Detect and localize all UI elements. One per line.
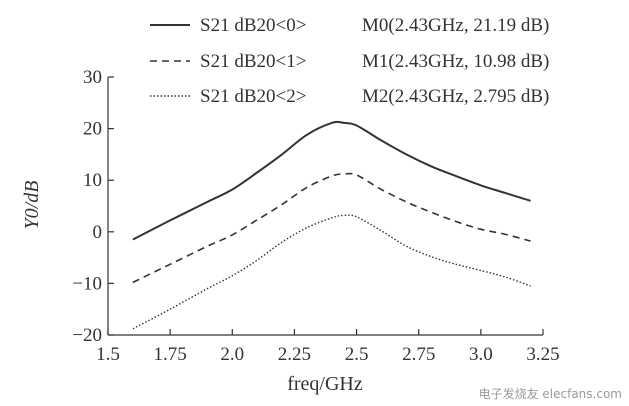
y-tick-label: −10 <box>72 273 102 294</box>
y-ticks: −20 −10 0 10 20 30 <box>72 67 114 346</box>
x-ticks: 1.5 1.75 2.0 2.25 2.5 2.75 3.0 3.25 <box>96 329 560 365</box>
y-tick-label: 10 <box>83 170 102 191</box>
watermark: 电子发烧友 elecfans.com <box>479 386 622 401</box>
x-tick-label: 1.5 <box>96 344 120 365</box>
legend-marker-series-2: M2(2.43GHz, 2.795 dB) <box>362 86 549 107</box>
y-tick-label: 20 <box>83 119 102 140</box>
x-tick-label: 2.5 <box>345 344 369 365</box>
legend-marker-series-1: M1(2.43GHz, 10.98 dB) <box>362 51 549 72</box>
legend-label-series-1: S21 dB20<1> <box>200 51 306 72</box>
x-tick-label: 3.0 <box>469 344 493 365</box>
x-tick-label: 1.75 <box>154 344 187 365</box>
x-axis-label: freq/GHz <box>287 373 363 395</box>
axes <box>107 77 543 336</box>
series-line-1 <box>132 172 531 284</box>
x-tick-label: 2.75 <box>402 344 435 365</box>
series-line-0 <box>132 120 531 241</box>
legend-label-series-2: S21 dB20<2> <box>200 86 306 107</box>
x-tick-label: 3.25 <box>526 344 559 365</box>
series-line-2 <box>132 214 531 330</box>
y-tick-label: −20 <box>72 325 102 346</box>
y-axis-label: Y0/dB <box>21 181 43 230</box>
x-tick-label: 2.0 <box>220 344 244 365</box>
legend-label-series-0: S21 dB20<0> <box>200 15 306 36</box>
legend: S21 dB20<0> M0(2.43GHz, 21.19 dB) S21 dB… <box>150 15 549 107</box>
x-tick-label: 2.25 <box>278 344 311 365</box>
series-group <box>132 120 531 330</box>
y-tick-label: 0 <box>93 222 103 243</box>
y-tick-label: 30 <box>83 67 102 88</box>
legend-marker-series-0: M0(2.43GHz, 21.19 dB) <box>362 15 549 36</box>
